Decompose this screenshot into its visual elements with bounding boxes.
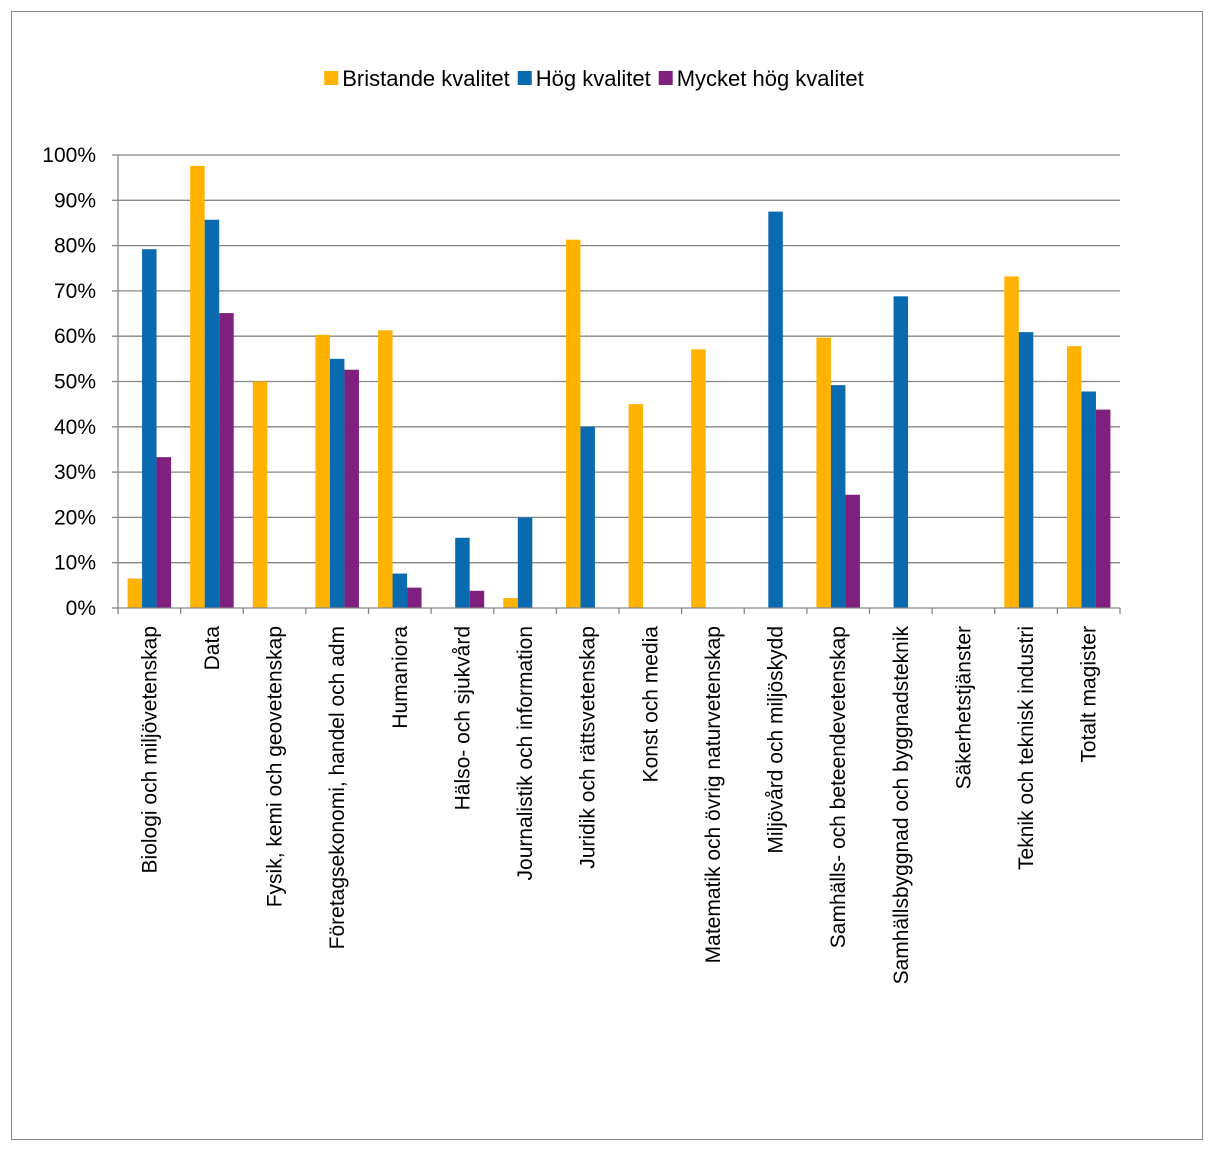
y-tick-label: 70% [54,280,96,303]
bar [565,239,581,608]
bar [768,211,783,609]
x-tick-label: Miljövård och miljöskydd [765,626,788,854]
bar [845,494,860,608]
bar [517,517,533,608]
y-tick-label: 10% [54,552,96,575]
bar [315,334,330,608]
x-tick-label: Data [201,626,224,671]
bars [127,165,1111,609]
bar [127,578,143,608]
bar [392,573,408,608]
bar [204,219,220,608]
y-tick-label: 0% [66,597,96,620]
bar [1066,346,1082,608]
legend-label: Mycket hög kvalitet [677,66,864,91]
y-tick-label: 60% [54,325,96,348]
x-tick-label: Biologi och miljövetenskap [138,626,161,873]
x-tick-label: Hälso- och sjukvård [451,626,474,810]
bar [830,385,846,608]
x-axis [117,155,1121,614]
bar [156,457,172,608]
bar [455,537,470,608]
bar [142,249,157,608]
bar [344,369,359,608]
bar [628,404,644,608]
bar [190,165,205,608]
y-tick-label: 30% [54,461,96,484]
x-tick-label: Samhällsbyggnad och byggnadsteknik [890,626,913,985]
x-tick-label: Totalt magister [1078,626,1101,763]
x-tick-label: Matematik och övrig naturvetenskap [702,626,725,963]
y-tick-label: 20% [54,506,96,529]
x-tick-label: Humaniora [389,626,412,729]
bar [580,426,595,608]
bar [1004,276,1019,608]
x-tick-label: Samhälls- och beteendevetenskap [827,626,850,948]
bar [1018,332,1034,608]
y-tick-label: 100% [42,144,96,167]
x-tick-label: Säkerhetstjänster [952,626,975,789]
bar [219,313,234,608]
bar [469,590,485,608]
gridlines [118,154,1120,564]
legend-label: Bristande kvalitet [342,66,510,91]
y-tick-label: 90% [54,189,96,212]
y-tick-label: 50% [54,371,96,394]
x-tick-label: Företagsekonomi, handel och adm [326,626,349,949]
bar [407,587,422,608]
bar [252,381,268,608]
bar [378,330,393,608]
bar [503,598,518,608]
y-axis-ticks: 0% 10% 20% 30% 40% 50% 60% 70% 80% 90% 100% [42,144,118,620]
x-axis-labels: Biologi och miljövetenskap Data Fysik, kem… [138,626,1100,985]
x-tick-label: Journalistik och information [514,626,537,880]
bar [816,337,831,608]
bar [329,358,345,608]
x-tick-label: Fysik, kemi och geovetenskap [264,626,287,907]
bar [1095,409,1111,608]
bar [691,349,706,608]
legend-swatch [658,71,673,85]
y-tick-label: 40% [54,416,96,439]
bar [1081,391,1096,608]
x-tick-label: Juridik och rättsvetenskap [577,626,600,869]
y-tick-label: 80% [54,235,96,258]
legend: Bristande kvalitet Hög kvalitet Mycket hög… [324,66,864,91]
x-tick-label: Konst och media [639,626,662,783]
bar [893,296,909,608]
legend-swatch [517,71,532,85]
legend-swatch [324,71,339,85]
x-tick-label: Teknik och teknisk industri [1015,626,1038,870]
legend-label: Hög kvalitet [536,66,651,91]
